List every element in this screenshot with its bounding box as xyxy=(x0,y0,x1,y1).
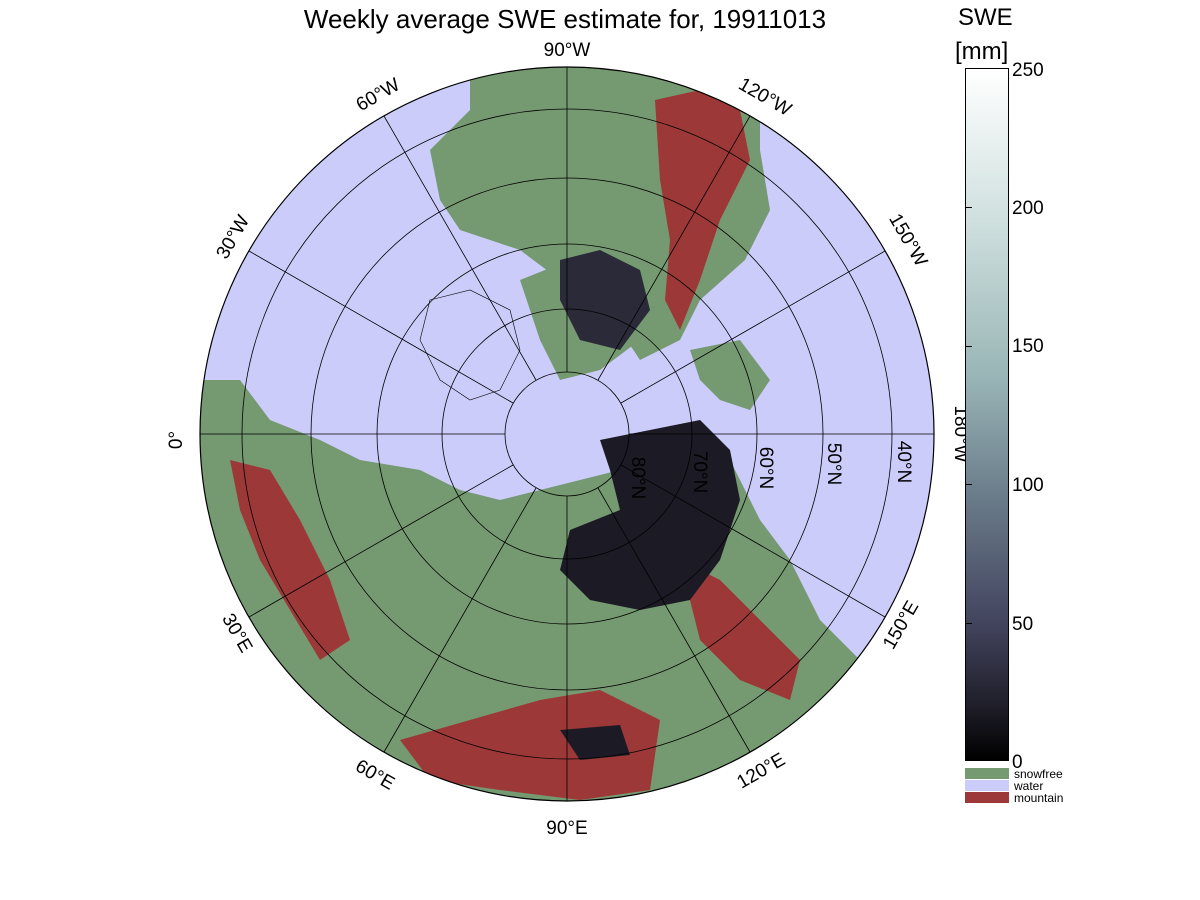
colorbar-tickmark xyxy=(965,623,972,624)
colorbar-tick-250: 250 xyxy=(1012,60,1044,81)
legend-label-water: water xyxy=(1014,779,1044,793)
colorbar-tickmark xyxy=(965,346,972,347)
mountain-central-asia xyxy=(400,690,660,800)
meridian-60w xyxy=(383,115,537,381)
swe-colorbar xyxy=(965,68,1009,761)
meridian-120e xyxy=(597,487,751,753)
landmass-alaska-chukotka xyxy=(690,340,770,410)
meridian-150w xyxy=(620,250,886,404)
lon-label-0: 0° xyxy=(166,431,187,449)
colorbar-tick-100: 100 xyxy=(1012,475,1044,496)
colorbar-label: SWE xyxy=(958,4,1013,31)
lat-label-50n: 50°N xyxy=(823,443,844,485)
legend-label-mountain: mountain xyxy=(1014,791,1064,805)
colorbar-unit: [mm] xyxy=(955,38,1009,65)
colorbar-tickmark xyxy=(965,484,972,485)
colorbar-tick-150: 150 xyxy=(1012,336,1044,357)
lon-label-60e: 60°E xyxy=(352,756,398,795)
lat-label-60n: 60°N xyxy=(755,447,776,489)
mountain-rockies xyxy=(655,90,750,330)
map-title: Weekly average SWE estimate for, 1991101… xyxy=(303,4,827,34)
legend-swatch-snowfree xyxy=(965,768,1009,779)
meridian-60e xyxy=(383,487,537,753)
lon-label-90w: 90°W xyxy=(544,40,591,61)
mountain-europe xyxy=(230,460,350,660)
mountain-east-siberia xyxy=(680,560,800,700)
lat-label-80n: 80°N xyxy=(627,457,648,499)
colorbar-tick-200: 200 xyxy=(1012,198,1044,219)
legend-swatch-water xyxy=(965,780,1009,791)
colorbar-tick-50: 50 xyxy=(1012,614,1034,635)
lat-label-40n: 40°N xyxy=(893,441,914,483)
meridian-150e xyxy=(620,464,886,618)
colorbar-tick-0: 0 xyxy=(1012,752,1023,773)
meridian-30e xyxy=(248,464,514,618)
meridian-30w xyxy=(248,250,514,404)
colorbar-tickmark xyxy=(965,207,972,208)
meridian-120w xyxy=(597,115,751,381)
snow-central-asia xyxy=(560,725,630,760)
legend-swatch-mountain xyxy=(965,792,1009,803)
snow-siberia xyxy=(560,420,740,610)
lon-label-90e: 90°E xyxy=(546,818,587,839)
lat-label-70n: 70°N xyxy=(689,451,710,493)
legend-label-snowfree: snowfree xyxy=(1014,767,1063,781)
